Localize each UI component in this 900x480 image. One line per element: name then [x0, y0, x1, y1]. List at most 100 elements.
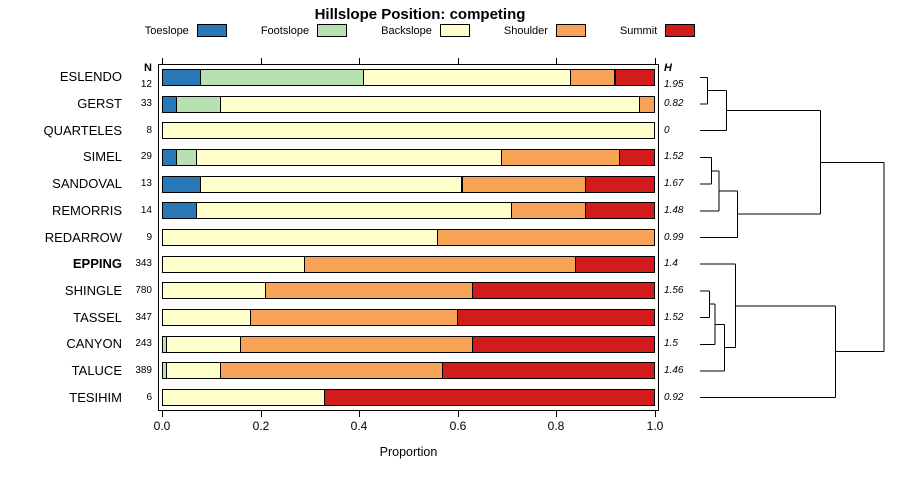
- legend: Toeslope Footslope Backslope Shoulder Summit: [0, 24, 840, 37]
- bar-segment-summit: [575, 255, 655, 273]
- x-tick-label: 0.2: [252, 419, 270, 433]
- n-value: 8: [146, 124, 152, 136]
- legend-swatch: [665, 24, 696, 37]
- n-value: 12: [140, 79, 152, 91]
- legend-swatch: [196, 24, 227, 37]
- bar-segment-backslope: [162, 122, 655, 140]
- legend-swatch: [555, 24, 586, 37]
- bar-segment-summit: [585, 175, 655, 193]
- h-value: 1.46: [664, 364, 684, 376]
- bottom-axis-tick: [556, 411, 557, 417]
- bar-segment-backslope: [162, 255, 305, 273]
- h-column-header: H: [664, 62, 672, 74]
- bar-segment-backslope: [166, 362, 221, 380]
- bar-segment-toeslope: [162, 175, 201, 193]
- n-value: 347: [135, 311, 152, 323]
- bar-segment-summit: [472, 335, 655, 353]
- h-value: 1.67: [664, 178, 684, 190]
- h-value: 0.99: [664, 231, 684, 243]
- series-label: TALUCE: [71, 362, 122, 378]
- bottom-axis-tick: [458, 411, 459, 417]
- bar-segment-backslope: [162, 389, 325, 407]
- legend-label: Summit: [619, 24, 658, 37]
- h-value: 1.52: [664, 311, 684, 323]
- n-value: 389: [135, 364, 152, 376]
- bar-segment-summit: [619, 148, 655, 166]
- x-tick-label: 0.0: [153, 419, 171, 433]
- bar-segment-shoulder: [250, 309, 458, 327]
- legend-label: Shoulder: [503, 24, 548, 37]
- bar-segment-shoulder: [501, 148, 620, 166]
- bar-segment-toeslope: [162, 68, 201, 86]
- series-label: REDARROW: [44, 229, 122, 245]
- top-axis-tick: [261, 58, 262, 64]
- bar-segment-toeslope: [162, 95, 177, 113]
- series-label: SHINGLE: [64, 282, 122, 298]
- n-value: 13: [140, 178, 152, 190]
- series-label: CANYON: [66, 336, 122, 352]
- legend-swatch: [439, 24, 470, 37]
- plot-panel: [158, 64, 659, 411]
- legend-label: Footslope: [260, 24, 310, 37]
- bottom-axis-tick: [359, 411, 360, 417]
- bar-segment-summit: [324, 389, 655, 407]
- legend-item: Summit: [619, 24, 696, 37]
- bar-segment-shoulder: [511, 202, 586, 220]
- bar-segment-shoulder: [437, 229, 655, 246]
- n-value: 6: [146, 391, 152, 403]
- chart-title: Hillslope Position: competing: [314, 6, 526, 23]
- bar-segment-footslope: [176, 148, 197, 166]
- top-axis-tick: [359, 58, 360, 64]
- n-value: 14: [140, 204, 152, 216]
- h-value: 0.92: [664, 391, 684, 403]
- h-value: 1.48: [664, 204, 684, 216]
- bar-segment-footslope: [200, 68, 364, 86]
- legend-item: Footslope: [260, 24, 348, 37]
- bar-segment-summit: [442, 362, 655, 380]
- top-axis-tick: [458, 58, 459, 64]
- x-tick-label: 0.8: [547, 419, 565, 433]
- h-value: 1.5: [664, 338, 678, 350]
- bar-segment-shoulder: [265, 282, 473, 300]
- bar-segment-backslope: [162, 282, 266, 300]
- n-value: 780: [135, 284, 152, 296]
- h-value: 1.52: [664, 151, 684, 163]
- bar-segment-shoulder: [304, 255, 576, 273]
- bar-segment-backslope: [200, 175, 462, 193]
- x-tick-label: 1.0: [646, 419, 664, 433]
- h-value: 1.4: [664, 258, 678, 270]
- x-axis-label: Proportion: [379, 445, 438, 459]
- bar-segment-shoulder: [570, 68, 615, 86]
- top-axis-tick: [556, 58, 557, 64]
- legend-swatch: [317, 24, 348, 37]
- bar-segment-summit: [585, 202, 655, 220]
- series-label: GERST: [77, 96, 122, 112]
- bar-segment-backslope: [196, 148, 503, 166]
- bar-segment-backslope: [220, 95, 640, 113]
- bottom-axis-tick: [655, 411, 656, 417]
- x-tick-label: 0.6: [449, 419, 467, 433]
- legend-label: Backslope: [381, 24, 432, 37]
- h-value: 1.95: [664, 79, 684, 91]
- bar-segment-footslope: [176, 95, 221, 113]
- bar-segment-backslope: [162, 229, 438, 246]
- bar-segment-summit: [615, 68, 655, 86]
- n-value: 29: [140, 151, 152, 163]
- bottom-axis-tick: [261, 411, 262, 417]
- h-value: 1.56: [664, 284, 684, 296]
- series-label: ESLENDO: [59, 69, 122, 85]
- bar-segment-backslope: [363, 68, 571, 86]
- bar-segment-shoulder: [220, 362, 443, 380]
- series-label: EPPING: [72, 256, 122, 272]
- bar-segment-shoulder: [240, 335, 473, 353]
- top-axis-tick: [162, 58, 163, 64]
- series-label: SIMEL: [82, 149, 122, 165]
- bar-segment-backslope: [196, 202, 513, 220]
- n-column-header: N: [144, 62, 152, 74]
- n-value: 33: [140, 98, 152, 110]
- bottom-axis-tick: [162, 411, 163, 417]
- h-value: 0.82: [664, 98, 684, 110]
- n-value: 243: [135, 338, 152, 350]
- bar-segment-summit: [472, 282, 655, 300]
